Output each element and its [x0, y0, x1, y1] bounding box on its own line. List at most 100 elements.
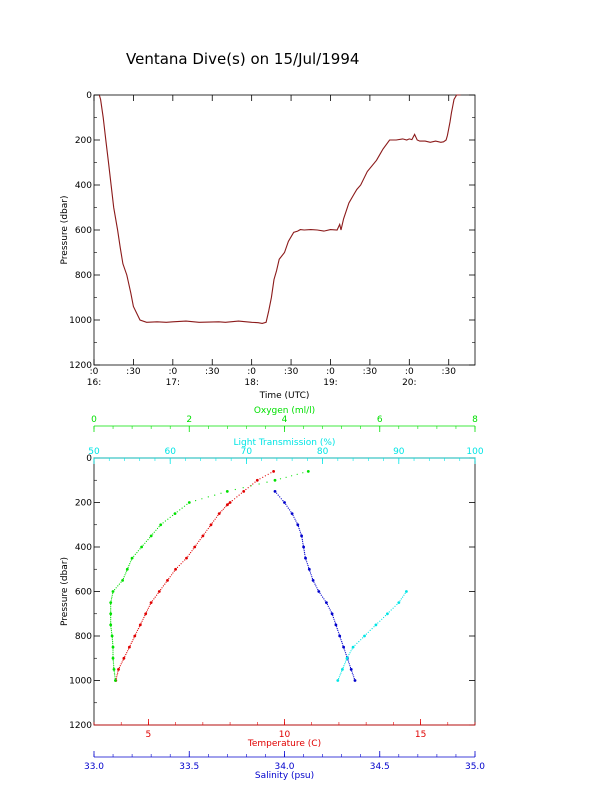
profile-trace-dot-oxygen: [134, 553, 136, 556]
axis-tick-label-oxygen: 8: [472, 415, 478, 425]
axis-tick-label-oxygen: 2: [186, 415, 192, 425]
plot2-y-tick-label: 800: [75, 632, 92, 642]
profile-trace-dot-salinity: [305, 559, 307, 561]
profile-trace-dot-oxygen: [110, 609, 112, 611]
profile-trace-dot-oxygen: [137, 550, 139, 552]
profile-trace-dot-temperature: [224, 507, 226, 509]
profile-point-oxygen: [125, 567, 129, 571]
profile-point-salinity: [300, 534, 303, 538]
profile-trace-dot-temperature: [140, 622, 142, 624]
profile-trace-dot-temperature: [149, 603, 151, 606]
plot2-y-axis-label: Pressure (dbar): [60, 557, 70, 626]
plot1-x-tick-label-hour: 16:: [87, 378, 101, 388]
profile-point-temperature: [117, 668, 120, 671]
profile-trace-dot-temperature: [127, 650, 129, 652]
profile-trace-dot-oxygen: [153, 531, 155, 533]
profile-trace-dot-transmission: [360, 639, 362, 641]
profile-trace-dot-salinity: [339, 637, 341, 639]
profile-trace-dot-salinity: [338, 633, 340, 635]
profile-point-temperature: [144, 612, 148, 616]
profile-trace-dot-temperature: [247, 487, 249, 489]
plot2-y-tick-label: 1000: [69, 677, 92, 687]
profile-point-oxygen: [149, 534, 153, 538]
profile-trace-dot-temperature: [191, 550, 193, 552]
profile-trace-dot-temperature: [207, 527, 209, 530]
profile-trace-dot-oxygen: [214, 494, 216, 496]
profile-trace-dot-salinity: [303, 550, 305, 552]
profile-trace-dot-salinity: [351, 670, 353, 672]
profile-trace-dot-oxygen: [110, 611, 112, 613]
profile-trace-dot-oxygen: [113, 670, 115, 672]
profile-trace-dot-salinity: [294, 518, 296, 520]
profile-trace-dot-oxygen: [112, 653, 114, 656]
profile-trace-dot-salinity: [301, 539, 303, 541]
profile-trace-dot-transmission: [377, 622, 379, 624]
profile-salinity: [273, 490, 357, 682]
profile-trace-dot-temperature: [124, 655, 126, 658]
profile-trace-dot-oxygen: [176, 511, 178, 513]
profile-trace-dot-temperature: [222, 508, 224, 510]
profile-trace-dot-temperature: [262, 476, 264, 478]
plot1-y-tick-label: 1000: [69, 316, 92, 326]
profile-trace-dot-salinity: [280, 498, 282, 500]
profile-trace-dot-oxygen: [127, 566, 129, 569]
profile-point-temperature: [185, 556, 188, 560]
profile-trace-dot-salinity: [353, 676, 355, 678]
profile-trace-dot-oxygen: [110, 598, 113, 600]
profile-trace-dot-salinity: [351, 672, 353, 674]
profile-trace-dot-temperature: [190, 552, 192, 554]
profile-trace-dot-salinity: [299, 529, 301, 531]
profile-trace-dot-temperature: [157, 592, 159, 595]
profile-trace-dot-transmission: [341, 670, 343, 672]
axis-tick-label-temperature: 15: [415, 730, 426, 740]
profile-point-oxygen: [110, 634, 114, 638]
profile-trace-dot-temperature: [160, 589, 162, 591]
axis-tick-label-oxygen: 4: [282, 415, 288, 425]
profile-trace-dot-temperature: [117, 672, 119, 674]
profile-trace-dot-temperature: [156, 594, 158, 596]
profile-trace-dot-oxygen: [112, 641, 114, 643]
profile-point-salinity: [302, 545, 305, 549]
plot2-y-tick-label: 0: [86, 454, 92, 464]
profile-trace-dot-temperature: [115, 678, 117, 680]
profile-trace-dot-oxygen: [110, 607, 112, 609]
profile-trace-dot-salinity: [347, 659, 349, 661]
profile-trace-dot-oxygen: [129, 563, 131, 565]
profile-point-oxygen: [273, 478, 277, 482]
profile-trace-dot-salinity: [300, 533, 302, 535]
profile-trace-dot-oxygen: [250, 485, 252, 487]
plot1-x-tick-label: :0: [247, 367, 256, 377]
plot1-x-tick-label: :30: [284, 367, 299, 377]
profile-trace-dot-temperature: [240, 492, 242, 494]
axis-tick-label-salinity: 33.5: [179, 762, 199, 772]
profile-point-salinity: [296, 523, 300, 527]
profile-trace-dot-temperature: [173, 570, 175, 572]
profile-trace-dot-salinity: [282, 500, 284, 502]
profile-point-salinity: [349, 668, 353, 671]
profile-trace-dot-temperature: [176, 566, 179, 569]
profile-point-temperature: [201, 534, 205, 538]
profile-trace-dot-temperature: [198, 540, 200, 543]
plot1-x-tick-label: :0: [90, 367, 99, 377]
profile-trace-dot-salinity: [326, 603, 328, 606]
profile-trace-dot-oxygen: [110, 629, 112, 632]
profile-trace-dot-oxygen: [110, 628, 112, 630]
profile-trace-dot-salinity: [349, 666, 352, 669]
profile-trace-dot-temperature: [214, 518, 216, 520]
profile-trace-dot-temperature: [206, 529, 208, 531]
profile-trace-dot-transmission: [358, 641, 360, 643]
profile-trace-dot-salinity: [306, 563, 308, 565]
profile-trace-dot-oxygen: [147, 539, 149, 541]
axis-tick-label-temperature: 10: [279, 730, 291, 740]
profile-trace-dot-salinity: [309, 572, 312, 574]
profile-trace-dot-salinity: [302, 540, 304, 543]
profile-trace-dot-temperature: [137, 628, 140, 630]
profile-trace-dot-temperature: [172, 572, 174, 574]
profile-trace-dot-oxygen: [296, 473, 298, 475]
profile-trace-dot-temperature: [146, 611, 148, 613]
profile-trace-dot-salinity: [298, 527, 300, 530]
profile-point-temperature: [272, 470, 275, 473]
profile-trace-dot-transmission: [339, 674, 341, 676]
profile-trace-dot-oxygen: [114, 674, 116, 676]
plot1-x-tick-label: :0: [168, 367, 177, 377]
